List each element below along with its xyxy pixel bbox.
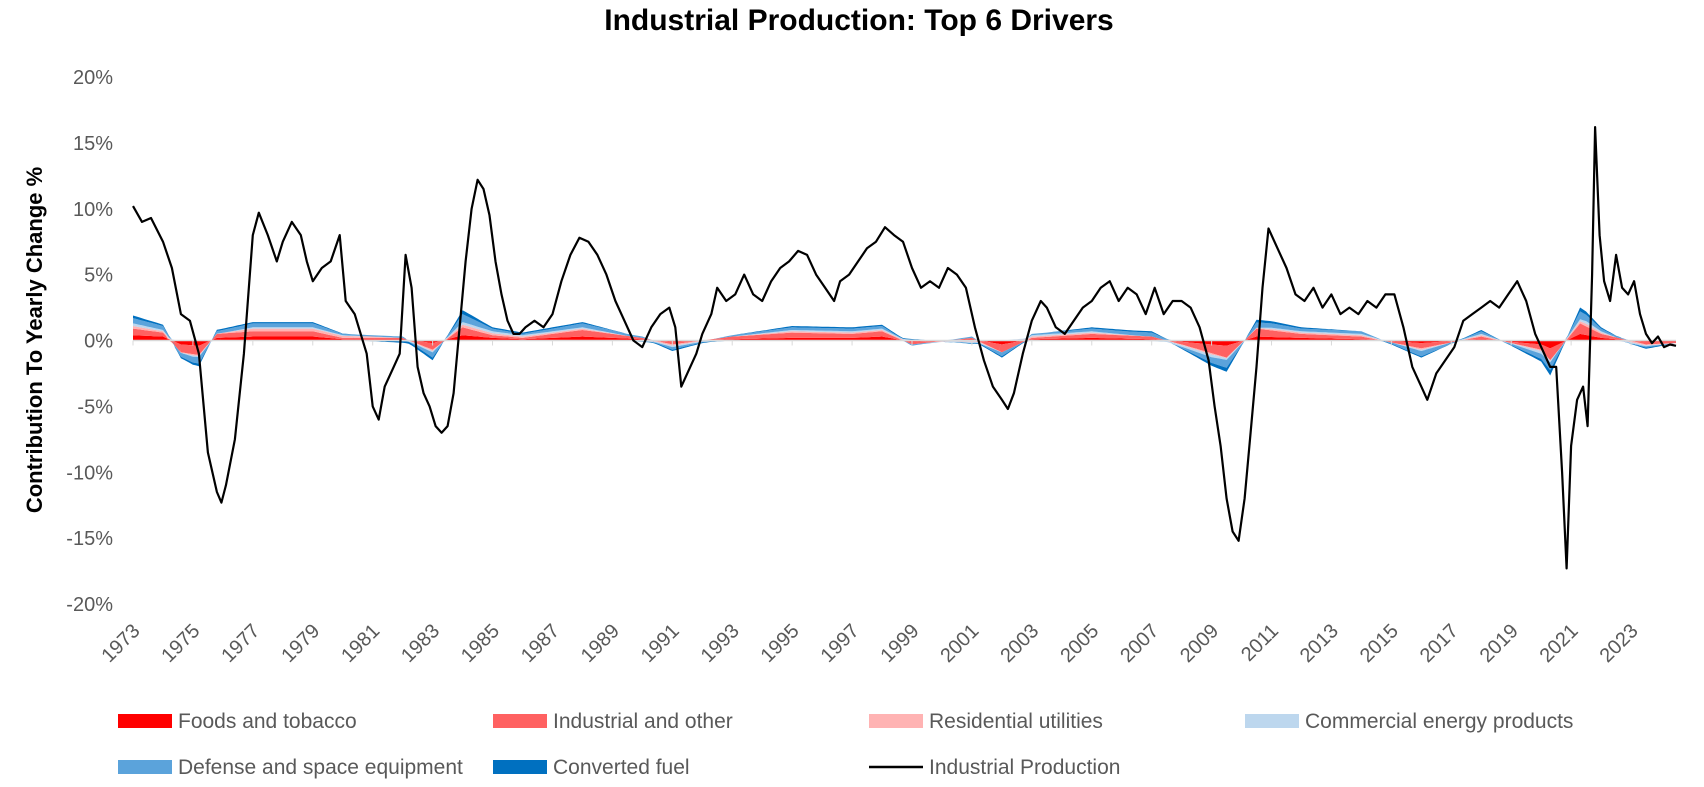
industrial-production-line	[132, 126, 1677, 570]
legend: Foods and tobacco Industrial and other Res…	[118, 710, 1573, 779]
legend-label: Foods and tobacco	[178, 710, 357, 733]
stacked-areas	[133, 307, 1676, 376]
legend-label: Industrial and other	[553, 710, 733, 733]
y-tick-label: -5%	[77, 396, 113, 418]
y-tick-label: -20%	[66, 594, 113, 616]
x-tick-label: 2017	[1416, 620, 1463, 667]
legend-swatch	[1245, 714, 1299, 728]
y-axis-ticks: -20% -15% -10% -5% 0% 5% 10% 15% 20%	[66, 67, 113, 616]
x-tick-label: 1975	[157, 620, 204, 667]
legend-swatch	[118, 760, 172, 774]
y-tick-label: -10%	[66, 462, 113, 484]
x-tick-label: 1979	[277, 620, 324, 667]
x-tick-label: 2023	[1596, 620, 1643, 667]
x-tick-label: 1983	[397, 620, 444, 667]
x-tick-label: 2007	[1116, 620, 1163, 667]
x-tick-label: 1981	[337, 620, 384, 667]
x-tick-label: 1991	[637, 620, 684, 667]
legend-label: Industrial Production	[929, 756, 1120, 779]
area-industrial-and-other	[133, 323, 1676, 361]
legend-label: Converted fuel	[553, 756, 690, 779]
legend-swatch	[118, 714, 172, 728]
x-tick-label: 1977	[217, 620, 264, 667]
x-tick-label: 2001	[936, 620, 983, 667]
legend-label: Commercial energy products	[1305, 710, 1573, 733]
industrial-production-line-group	[132, 126, 1677, 570]
legend-label: Defense and space equipment	[178, 756, 463, 779]
y-tick-label: 10%	[73, 199, 113, 221]
y-axis-title: Contribution To Yearly Change %	[22, 167, 47, 513]
x-tick-label: 1997	[817, 620, 864, 667]
y-tick-label: 5%	[84, 265, 113, 287]
y-tick-label: 0%	[84, 331, 113, 353]
x-tick-label: 2003	[996, 620, 1043, 667]
x-axis-ticks: 1973 1975 1977 1979 1981 1983 1985 1987 1989 1991…	[98, 620, 1643, 667]
x-tick-label: 2005	[1056, 620, 1103, 667]
x-tick-label: 1999	[877, 620, 924, 667]
x-tick-label: 1985	[457, 620, 504, 667]
legend-swatch	[493, 760, 547, 774]
legend-swatch	[493, 714, 547, 728]
x-tick-label: 2021	[1536, 620, 1583, 667]
zero-axis	[132, 339, 1676, 346]
x-tick-label: 1973	[98, 620, 145, 667]
x-tick-label: 1995	[757, 620, 804, 667]
x-tick-label: 1989	[577, 620, 624, 667]
legend-swatch	[869, 714, 923, 728]
legend-label: Residential utilities	[929, 710, 1103, 733]
chart-title: Industrial Production: Top 6 Drivers	[604, 4, 1114, 37]
x-tick-label: 2013	[1296, 620, 1343, 667]
x-tick-label: 1993	[697, 620, 744, 667]
x-tick-label: 2015	[1356, 620, 1403, 667]
x-tick-label: 2019	[1476, 620, 1523, 667]
y-tick-label: -15%	[66, 528, 113, 550]
area-commercial-energy-products	[133, 319, 1676, 363]
y-tick-label: 20%	[73, 67, 113, 89]
x-tick-label: 2009	[1176, 620, 1223, 667]
x-tick-label: 2011	[1237, 620, 1283, 666]
x-tick-label: 1987	[517, 620, 564, 667]
y-tick-label: 15%	[73, 133, 113, 155]
